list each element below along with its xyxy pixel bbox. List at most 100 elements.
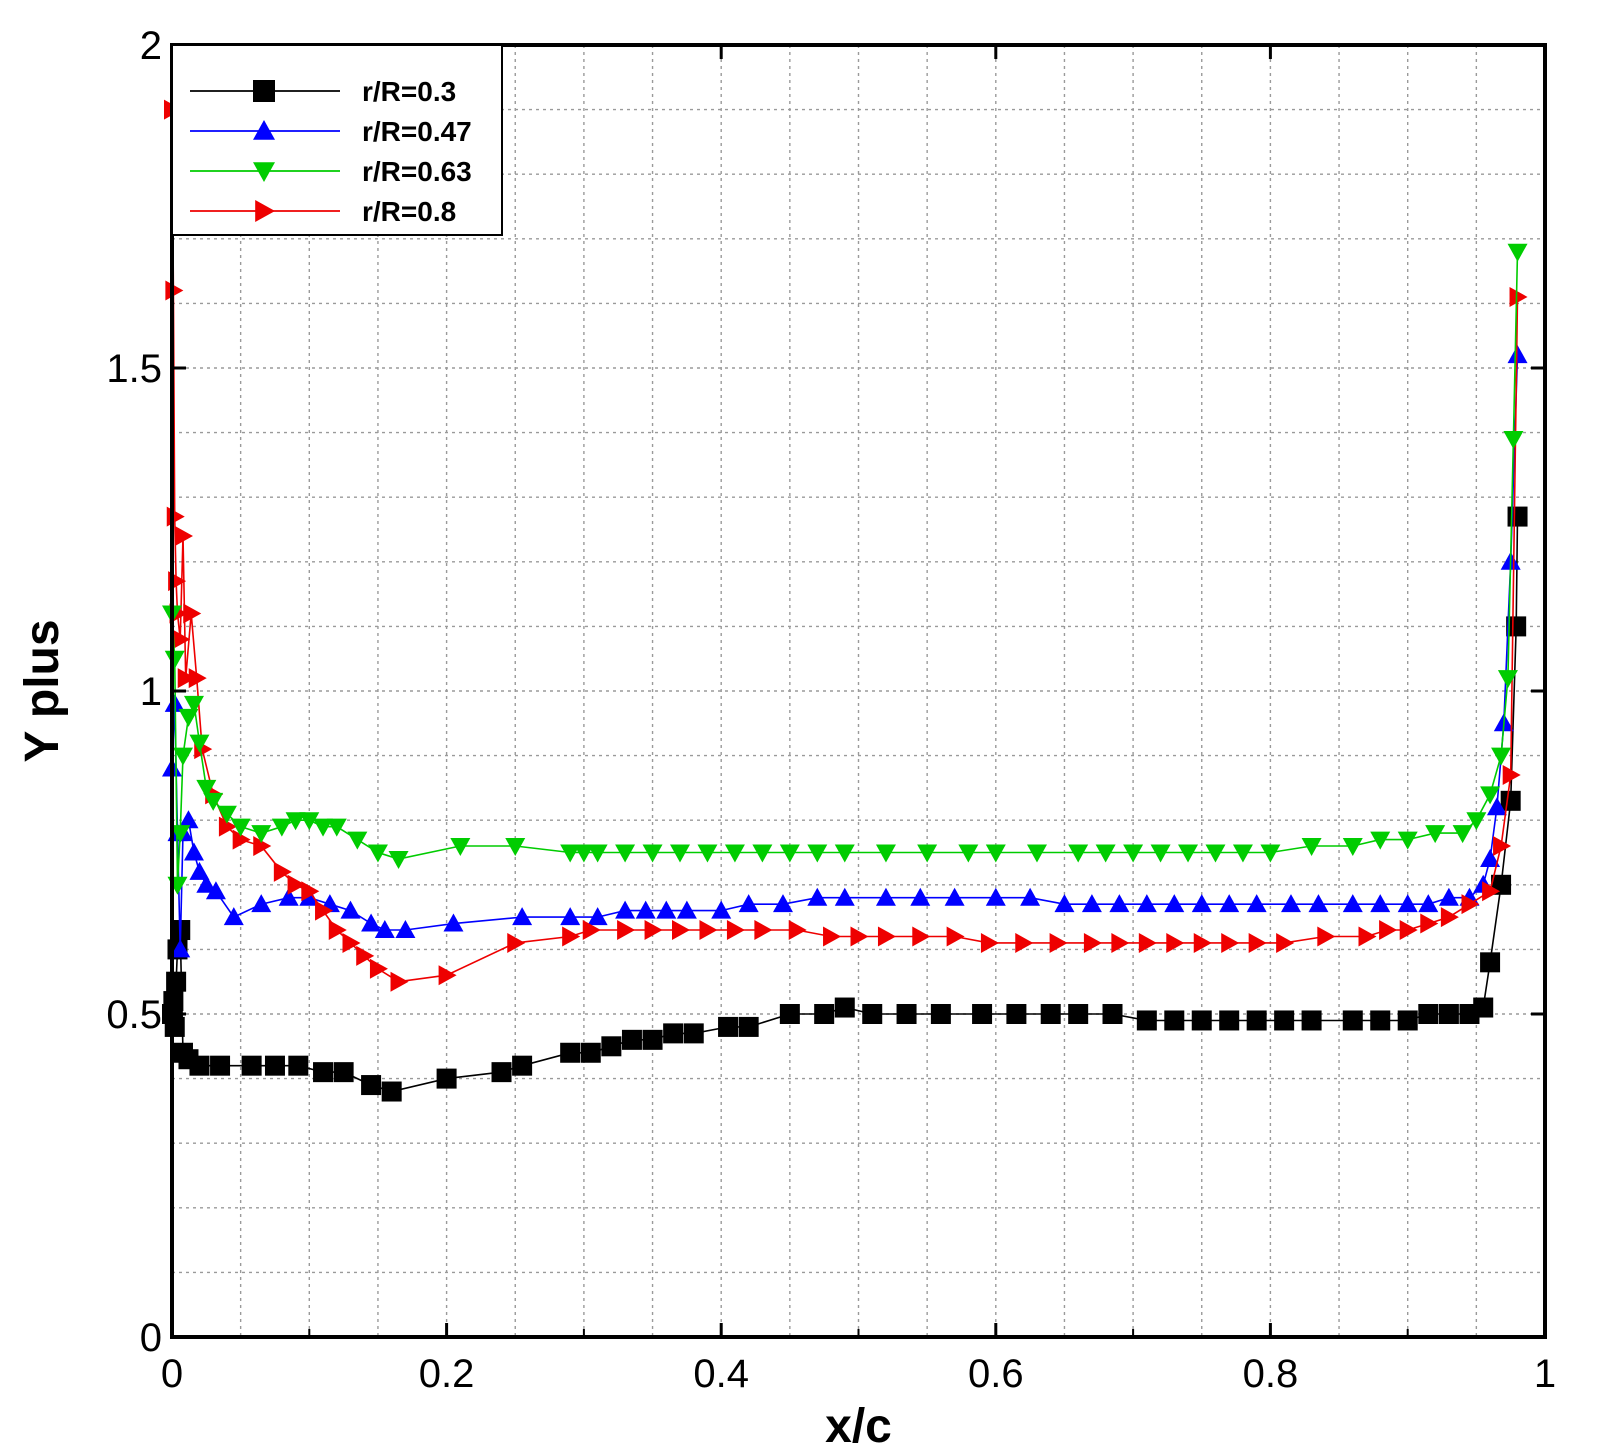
data-point-r-r-0-3 <box>436 1068 457 1089</box>
data-point-r-r-0-3 <box>834 997 855 1018</box>
data-point-r-r-0-63 <box>347 831 368 850</box>
data-point-r-r-0-63 <box>875 844 896 863</box>
data-point-r-r-0-63 <box>183 695 204 714</box>
data-point-r-r-0-8 <box>980 932 999 953</box>
data-point-r-r-0-63 <box>326 818 347 837</box>
data-point-r-r-0-3 <box>1006 1004 1027 1024</box>
data-point-r-r-0-63 <box>1150 844 1171 863</box>
grid <box>172 45 1545 1337</box>
data-point-r-r-0-47 <box>1507 345 1528 364</box>
data-point-r-r-0-47 <box>1109 894 1130 913</box>
data-point-r-r-0-8 <box>823 926 842 947</box>
data-point-r-r-0-8 <box>1502 764 1521 785</box>
data-point-r-r-0-63 <box>917 844 938 863</box>
data-point-r-r-0-3 <box>814 1004 835 1024</box>
data-point-r-r-0-3 <box>361 1075 382 1096</box>
data-point-r-r-0-47 <box>635 900 656 919</box>
data-point-r-r-0-63 <box>1425 825 1446 844</box>
x-tick-label: 0.4 <box>693 1352 749 1396</box>
data-point-r-r-0-8 <box>1138 932 1157 953</box>
data-point-r-r-0-8 <box>582 920 601 941</box>
data-point-r-r-0-3 <box>601 1036 622 1057</box>
data-point-r-r-0-3 <box>1397 1010 1418 1031</box>
data-point-r-r-0-47 <box>656 900 677 919</box>
y-tick-label: 2 <box>140 24 162 68</box>
data-point-r-r-0-63 <box>1260 844 1281 863</box>
data-point-r-r-0-63 <box>1232 844 1253 863</box>
data-point-r-r-0-3 <box>288 1055 309 1076</box>
x-tick-label: 0 <box>161 1352 183 1396</box>
tick-marks <box>170 43 1547 1339</box>
data-point-r-r-0-47 <box>1480 848 1501 867</box>
data-point-r-r-0-3 <box>1418 1004 1439 1024</box>
data-point-r-r-0-47 <box>560 907 581 926</box>
data-point-r-r-0-63 <box>1497 670 1518 689</box>
legend-box <box>171 44 503 236</box>
data-point-r-r-0-8 <box>1015 932 1034 953</box>
data-point-r-r-0-8 <box>177 668 196 689</box>
data-point-r-r-0-8 <box>507 932 526 953</box>
data-point-r-r-0-63 <box>697 844 718 863</box>
data-point-r-r-0-8 <box>1482 881 1501 902</box>
data-point-r-r-0-63 <box>172 747 193 766</box>
data-point-r-r-0-8 <box>1420 913 1439 934</box>
data-point-r-r-0-47 <box>1486 797 1507 816</box>
data-point-r-r-0-3 <box>1136 1010 1157 1031</box>
data-point-r-r-0-3 <box>1102 1004 1123 1024</box>
data-point-r-r-0-63 <box>1342 838 1363 857</box>
x-tick-label: 0.2 <box>419 1352 475 1396</box>
data-point-r-r-0-47 <box>205 881 226 900</box>
legend: r/R=0.3 r/R=0.47 r/R=0.63 r/R=0.8 <box>171 44 503 236</box>
y-tick-label: 1 <box>140 670 162 714</box>
data-point-r-r-0-47 <box>944 887 965 906</box>
data-point-r-r-0-47 <box>196 874 217 893</box>
data-point-r-r-0-8 <box>946 926 965 947</box>
data-point-r-r-0-47 <box>1191 894 1212 913</box>
data-point-r-r-0-63 <box>1480 786 1501 805</box>
data-point-r-r-0-63 <box>670 844 691 863</box>
data-point-r-r-0-63 <box>164 650 185 669</box>
data-point-r-r-0-47 <box>189 861 210 880</box>
data-point-r-r-0-63 <box>170 825 191 844</box>
data-point-r-r-0-3 <box>1480 952 1501 973</box>
data-point-r-r-0-8 <box>183 603 202 624</box>
legend-label-r-r-0-3: r/R=0.3 <box>362 76 456 107</box>
data-point-r-r-0-63 <box>779 844 800 863</box>
data-point-r-r-0-3 <box>718 1016 739 1037</box>
data-point-r-r-0-3 <box>1040 1004 1061 1024</box>
data-point-r-r-0-3 <box>210 1055 231 1076</box>
data-point-r-r-0-3 <box>683 1023 704 1044</box>
data-point-r-r-0-63 <box>1095 844 1116 863</box>
data-point-r-r-0-47 <box>512 907 533 926</box>
data-point-r-r-0-63 <box>1123 844 1144 863</box>
data-point-r-r-0-3 <box>1473 997 1494 1018</box>
data-point-r-r-0-63 <box>985 844 1006 863</box>
data-point-r-r-0-63 <box>724 844 745 863</box>
data-point-r-r-0-3 <box>1438 1004 1459 1024</box>
data-point-r-r-0-47 <box>985 887 1006 906</box>
data-point-r-r-0-47 <box>251 894 272 913</box>
data-point-r-r-0-47 <box>223 907 244 926</box>
data-point-r-r-0-3 <box>1219 1010 1240 1031</box>
data-point-r-r-0-8 <box>562 926 581 947</box>
data-point-r-r-0-3 <box>580 1042 601 1063</box>
data-point-r-r-0-3 <box>642 1029 663 1050</box>
data-point-r-r-0-8 <box>174 525 193 546</box>
data-point-r-r-0-8 <box>232 829 251 850</box>
data-point-r-r-0-47 <box>1219 894 1240 913</box>
legend-marker-r-r-0-3 <box>253 80 275 102</box>
data-point-r-r-0-47 <box>834 887 855 906</box>
data-point-r-r-0-47 <box>1136 894 1157 913</box>
data-point-r-r-0-63 <box>1466 812 1487 831</box>
data-point-r-r-0-3 <box>1506 616 1527 637</box>
data-point-r-r-0-8 <box>1276 932 1295 953</box>
data-point-r-r-0-3 <box>166 971 187 992</box>
data-point-r-r-0-8 <box>438 965 457 986</box>
data-point-r-r-0-3 <box>862 1004 883 1024</box>
series-r-r-0-63 <box>162 243 1528 895</box>
data-point-r-r-0-8 <box>315 900 334 921</box>
data-point-r-r-0-63 <box>1026 844 1047 863</box>
data-point-r-r-0-47 <box>676 900 697 919</box>
x-tick-label: 0.6 <box>968 1352 1024 1396</box>
data-point-r-r-0-63 <box>642 844 663 863</box>
